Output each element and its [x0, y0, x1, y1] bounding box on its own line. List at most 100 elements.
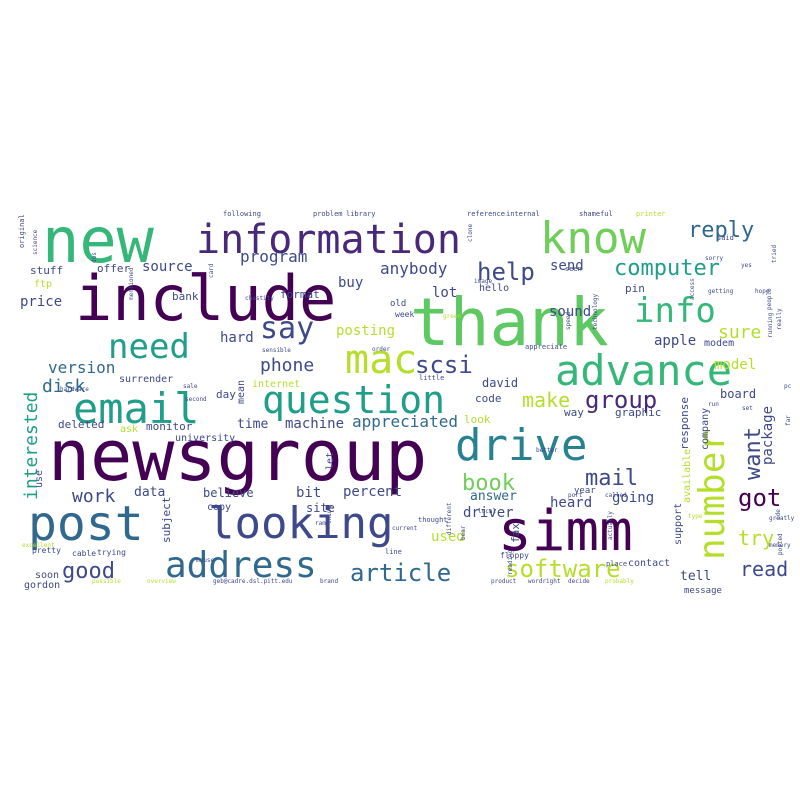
word-fax: fax: [509, 523, 522, 543]
word-type: type: [688, 513, 703, 520]
word-article: article: [350, 559, 451, 587]
word-probably: probably: [605, 578, 634, 585]
word-look: look: [464, 413, 491, 426]
word-wordright: wordright: [528, 578, 561, 585]
word-yes: yes: [741, 262, 752, 269]
word-modem: modem: [704, 338, 734, 349]
word-disk: disk: [42, 376, 86, 397]
word-need: need: [108, 327, 190, 367]
word-pretty: pretty: [32, 546, 61, 555]
word-shameful: shameful: [579, 210, 613, 218]
word-program: program: [240, 247, 307, 266]
word-ide: ide: [775, 509, 782, 520]
word-computer: computer: [614, 256, 720, 281]
word-format: format: [280, 288, 320, 301]
word-let: let: [325, 452, 336, 470]
word-line: line: [385, 548, 402, 556]
word-data: data: [134, 485, 165, 500]
word-hello: hello: [479, 283, 509, 294]
word-year: year: [574, 486, 596, 496]
word-possible: possible: [92, 578, 121, 585]
word-read: read: [740, 557, 788, 581]
word-model: model: [714, 357, 756, 373]
word-site: site: [306, 501, 335, 515]
word-email: email: [73, 384, 199, 433]
word-tried: tried: [771, 245, 778, 263]
word-surrender: surrender: [119, 374, 173, 385]
word-library: library: [346, 210, 376, 218]
word-product: product: [491, 578, 517, 585]
word-message: message: [684, 586, 722, 596]
word-original: original: [18, 214, 26, 248]
word-bear: bear: [460, 525, 467, 540]
word-advance: advance: [555, 346, 732, 395]
word-want: want: [741, 427, 766, 480]
word-got: got: [738, 484, 781, 512]
word-information: information: [196, 217, 461, 263]
word-price: price: [20, 294, 62, 310]
word-reply: reply: [688, 218, 754, 243]
word-lot: lot: [432, 285, 457, 301]
word-excellent: excellent: [22, 542, 55, 549]
word-following: following: [223, 210, 261, 218]
word-version: version: [48, 358, 115, 377]
word-technology: technology: [592, 293, 599, 330]
word-interested: interested: [21, 392, 42, 500]
word-post: post: [28, 496, 144, 552]
word-floppy: floppy: [500, 551, 529, 560]
word-clone: clone: [467, 224, 474, 242]
word-day: day: [216, 388, 236, 401]
word-current: current: [392, 525, 418, 532]
word-chastity: chastity: [245, 295, 274, 302]
word-week: week: [395, 310, 414, 319]
word-way: way: [564, 406, 584, 419]
word-drive: drive: [455, 420, 587, 471]
word-group: group: [585, 386, 657, 414]
word-gordon: gordon: [24, 580, 60, 591]
word-really: really: [776, 308, 783, 330]
word-help: help: [477, 258, 535, 286]
word-run: run: [708, 401, 719, 408]
word-place: place: [606, 560, 627, 568]
word-trying: trying: [97, 548, 126, 557]
word-reading: reading: [507, 549, 514, 575]
word-available: available: [682, 449, 693, 503]
word-graphic: graphic: [615, 406, 661, 419]
word-code: code: [475, 392, 502, 405]
word-sorry: sorry: [705, 255, 723, 262]
word-send: send: [550, 258, 584, 274]
word-board: board: [720, 387, 756, 401]
word-buy: buy: [338, 275, 363, 291]
word-mentioned: mentioned: [128, 267, 135, 300]
word-seen: seen: [565, 265, 582, 273]
word-include: include: [75, 262, 336, 335]
word-contact: contact: [628, 558, 670, 569]
word-university: university: [175, 433, 235, 444]
word-problem: problem: [313, 210, 343, 218]
word-printer: printer: [636, 210, 666, 218]
word-actually: actually: [607, 511, 614, 540]
word-hope: hope: [755, 288, 770, 295]
word-appreciated: appreciated: [352, 412, 458, 431]
word-people: people: [766, 288, 773, 310]
word-try: try: [738, 526, 774, 550]
word-called: called: [605, 492, 627, 499]
word-package: package: [760, 406, 776, 465]
word-mail: mail: [585, 466, 638, 491]
word-greatly: greatly: [769, 515, 795, 522]
word-info: info: [634, 291, 716, 331]
word-time: time: [237, 417, 268, 432]
word-offer: offer: [97, 262, 130, 275]
word-percent: percent: [343, 484, 402, 500]
word-order: order: [372, 346, 390, 353]
word-said: said: [717, 234, 734, 242]
word-getting: getting: [708, 288, 734, 295]
word-thing: thing: [326, 506, 333, 524]
word-monitor: monitor: [146, 420, 193, 433]
word-internal: internal: [506, 210, 540, 218]
word-access: access: [689, 278, 696, 300]
word-scsi: scsi: [415, 351, 473, 379]
word-tell: tell: [680, 569, 711, 584]
word-book: book: [462, 471, 515, 496]
